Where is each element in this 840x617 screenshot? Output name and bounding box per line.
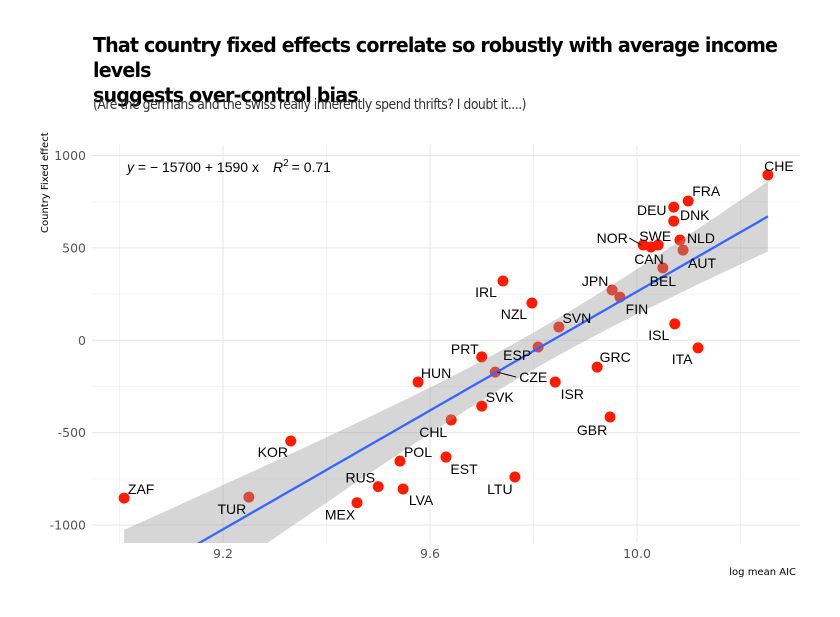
- point-label: CAN: [634, 251, 664, 267]
- point-label: FRA: [692, 183, 721, 199]
- confidence-band: [124, 181, 768, 543]
- point-label: ISR: [561, 386, 584, 402]
- r2-value: = 0.71: [292, 159, 332, 175]
- x-tick-label: 10.0: [623, 546, 651, 561]
- axes: -1000 -500 0 500 1000 9.2 9.6 10.0: [50, 148, 651, 561]
- y-tick-label: -1000: [50, 518, 86, 533]
- y-tick-label: 500: [62, 240, 86, 255]
- y-tick-label: 1000: [54, 148, 86, 163]
- regression-line-group: [196, 215, 769, 543]
- data-point: [604, 411, 616, 423]
- regression-line: [196, 215, 769, 543]
- data-point: [351, 497, 363, 509]
- data-point: [591, 361, 603, 373]
- data-point: [394, 455, 406, 467]
- point-label: POL: [404, 444, 432, 460]
- data-point: [692, 342, 704, 354]
- chart-title-line-2: suggests over-control bias: [93, 83, 359, 107]
- data-point: [677, 244, 689, 256]
- point-label: MEX: [325, 507, 356, 523]
- label-leader-line: [628, 237, 642, 246]
- r2-superscript: 2: [283, 158, 289, 169]
- chart-title: That country fixed effects correlate so …: [93, 33, 781, 108]
- point-label: NLD: [687, 230, 715, 246]
- data-point: [669, 318, 681, 330]
- y-tick-label: -500: [58, 425, 86, 440]
- data-point: [445, 414, 457, 426]
- point-label: ZAF: [128, 481, 154, 497]
- data-point: [285, 435, 297, 447]
- data-point: [412, 376, 424, 388]
- point-label: ITA: [672, 351, 693, 367]
- y-tick-label: 0: [78, 333, 86, 348]
- point-label: SVK: [486, 389, 515, 405]
- x-tick-label: 9.2: [213, 546, 233, 561]
- label-leader-line: [497, 371, 517, 378]
- x-axis-title: log mean AIC: [729, 567, 796, 578]
- point-label: JPN: [582, 273, 608, 289]
- confidence-band-area: [124, 181, 768, 543]
- point-label: PRT: [451, 341, 479, 357]
- data-point: [668, 201, 680, 213]
- data-point: [674, 234, 686, 246]
- point-label: EST: [450, 461, 478, 477]
- data-point: [440, 451, 452, 463]
- data-point: [762, 169, 774, 181]
- data-point: [397, 483, 409, 495]
- point-label: DNK: [680, 207, 710, 223]
- regression-equation: y = − 15700 + 1590 x R2 = 0.71: [126, 158, 331, 175]
- equation-text: = − 15700 + 1590 x: [134, 159, 259, 175]
- chart-subtitle: (Are the germans and the swiss really in…: [93, 97, 527, 113]
- data-point: [526, 297, 538, 309]
- point-label: HUN: [421, 365, 451, 381]
- data-point: [549, 376, 561, 388]
- x-tick-label: 9.6: [420, 546, 440, 561]
- point-label: CHE: [764, 158, 794, 174]
- gridlines: [92, 145, 800, 543]
- point-label: SWE: [639, 228, 671, 244]
- data-point: [553, 321, 565, 333]
- point-label: NOR: [597, 230, 628, 246]
- data-point: [476, 400, 488, 412]
- data-point: [509, 471, 521, 483]
- point-label: NZL: [501, 306, 528, 322]
- data-points: [118, 169, 774, 509]
- data-point: [657, 262, 669, 274]
- data-point: [645, 241, 657, 253]
- data-point: [476, 351, 488, 363]
- point-label: GBR: [577, 422, 607, 438]
- data-point: [606, 284, 618, 296]
- point-label: TUR: [217, 501, 246, 517]
- point-labels: CHE FRA DEU DNK SWE NOR CAN NLD AUT BEL JPN FIN IRLN…: [128, 158, 794, 523]
- point-label: SVN: [562, 310, 591, 326]
- r2-label: R: [273, 159, 283, 175]
- point-label: FIN: [626, 301, 649, 317]
- point-label: AUT: [688, 255, 716, 271]
- point-label: GRC: [600, 349, 631, 365]
- point-label: LVA: [409, 492, 434, 508]
- y-axis-title: Country Fixed effect: [40, 132, 51, 233]
- point-label: CZE: [519, 369, 547, 385]
- chart-title-line-1: That country fixed effects correlate so …: [93, 33, 778, 82]
- point-label: IRL: [475, 284, 497, 300]
- point-label: ISL: [648, 327, 669, 343]
- data-point: [682, 195, 694, 207]
- point-label: CHL: [419, 424, 447, 440]
- data-point: [118, 492, 130, 504]
- point-label: RUS: [345, 470, 375, 486]
- data-point: [497, 275, 509, 287]
- point-label: DEU: [637, 202, 667, 218]
- data-point: [243, 491, 255, 503]
- equation-y: y: [126, 159, 135, 175]
- data-point: [372, 481, 384, 493]
- point-label: BEL: [650, 273, 677, 289]
- data-point: [668, 215, 680, 227]
- point-label: ESP: [503, 347, 531, 363]
- point-label: KOR: [258, 444, 288, 460]
- point-label: LTU: [487, 481, 512, 497]
